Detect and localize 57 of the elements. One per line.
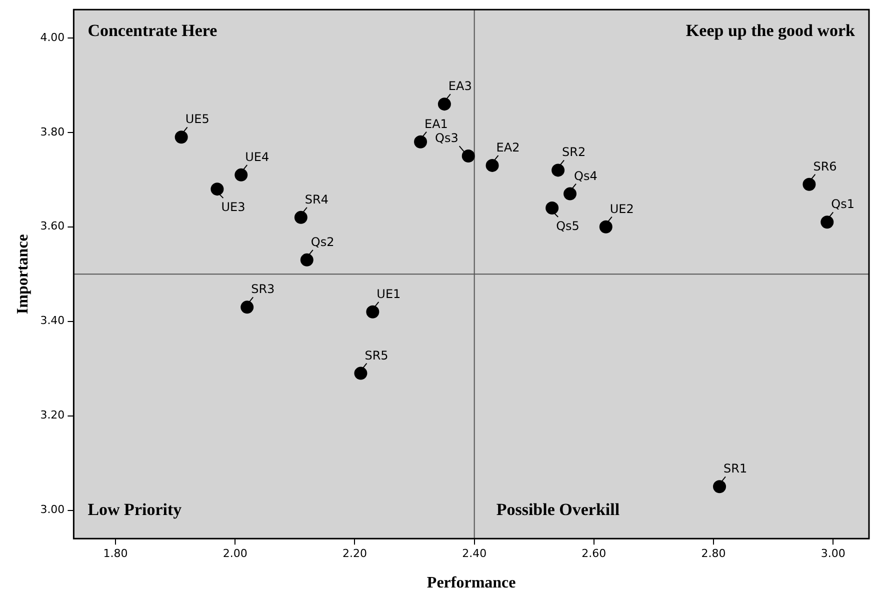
y-tick-label: 3.80 — [40, 125, 65, 138]
data-label: SR2 — [562, 145, 586, 160]
data-label: UE1 — [376, 286, 401, 301]
data-label: Qs2 — [310, 234, 334, 249]
data-label: Qs5 — [556, 218, 580, 233]
point — [820, 216, 834, 229]
point — [366, 305, 380, 318]
point — [240, 300, 254, 314]
point — [174, 130, 188, 144]
x-tick-label: 2.80 — [701, 547, 726, 560]
point — [462, 150, 475, 163]
data-label: EA1 — [424, 116, 448, 131]
x-tick-label: 3.00 — [820, 547, 846, 560]
point — [713, 480, 726, 494]
data-label: Qs1 — [831, 197, 854, 212]
annotation: Concentrate Here — [88, 20, 218, 40]
annotation: Low Priority — [88, 500, 182, 519]
point — [414, 135, 428, 148]
data-label: SR3 — [251, 282, 275, 296]
point — [599, 220, 612, 234]
point — [802, 178, 816, 191]
point — [552, 164, 565, 177]
point — [210, 182, 224, 196]
y-tick-label: 3.40 — [40, 314, 65, 328]
annotation: Keep up the good work — [686, 20, 856, 40]
point — [564, 187, 577, 200]
point — [354, 366, 368, 380]
x-tick-label: 2.20 — [342, 547, 367, 560]
point — [546, 201, 559, 214]
data-label: SR5 — [364, 348, 388, 362]
x-tick-label: 2.40 — [462, 547, 487, 560]
y-axis-title: Importance — [14, 234, 32, 314]
data-label: SR6 — [813, 159, 837, 174]
annotation: Possible Overkill — [496, 500, 620, 519]
x-tick-label: 1.80 — [103, 547, 128, 560]
data-label: EA3 — [448, 79, 472, 94]
y-tick-label: 3.60 — [40, 220, 65, 233]
data-label: SR1 — [724, 462, 748, 476]
point — [486, 158, 499, 172]
x-axis-title: Performance — [426, 574, 516, 592]
data-label: Qs4 — [574, 168, 598, 183]
data-label: UE2 — [610, 202, 634, 216]
data-label: EA2 — [496, 140, 520, 154]
point — [234, 168, 248, 182]
data-label: UE5 — [185, 112, 210, 126]
x-tick-label: 2.00 — [222, 547, 248, 560]
point — [438, 98, 451, 111]
y-tick-label: 3.20 — [40, 408, 65, 422]
x-tick-label: 2.60 — [582, 547, 606, 560]
data-label: UE3 — [221, 200, 246, 214]
point — [300, 253, 314, 266]
data-label: Qs3 — [435, 131, 458, 146]
data-label: SR4 — [304, 192, 329, 206]
y-tick-label: 3.00 — [40, 503, 65, 516]
point — [294, 210, 308, 224]
y-tick-label: 4.00 — [40, 30, 65, 44]
data-label: UE4 — [245, 150, 270, 164]
